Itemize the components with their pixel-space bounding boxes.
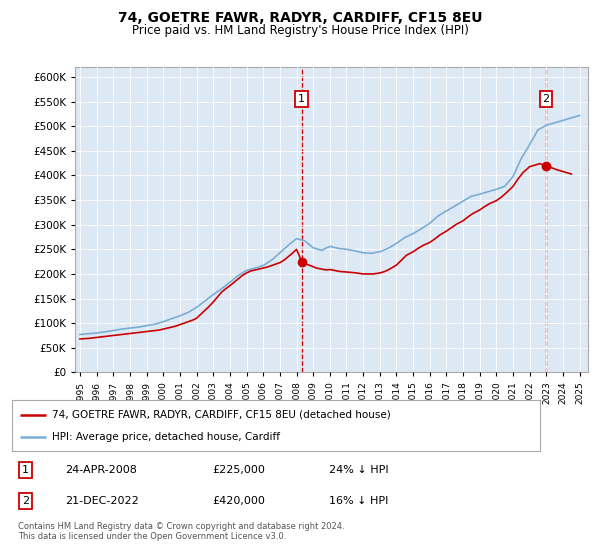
- Text: 74, GOETRE FAWR, RADYR, CARDIFF, CF15 8EU: 74, GOETRE FAWR, RADYR, CARDIFF, CF15 8E…: [118, 11, 482, 25]
- Text: Contains HM Land Registry data © Crown copyright and database right 2024.
This d: Contains HM Land Registry data © Crown c…: [18, 522, 344, 542]
- Text: Price paid vs. HM Land Registry's House Price Index (HPI): Price paid vs. HM Land Registry's House …: [131, 24, 469, 36]
- Text: 2: 2: [22, 496, 29, 506]
- Text: 2: 2: [542, 94, 550, 104]
- Text: £420,000: £420,000: [212, 496, 266, 506]
- Text: 1: 1: [22, 465, 29, 475]
- Text: 24% ↓ HPI: 24% ↓ HPI: [329, 465, 388, 475]
- Text: 74, GOETRE FAWR, RADYR, CARDIFF, CF15 8EU (detached house): 74, GOETRE FAWR, RADYR, CARDIFF, CF15 8E…: [52, 409, 391, 419]
- Text: 1: 1: [298, 94, 305, 104]
- Text: 21-DEC-2022: 21-DEC-2022: [65, 496, 139, 506]
- Text: 24-APR-2008: 24-APR-2008: [65, 465, 137, 475]
- Text: HPI: Average price, detached house, Cardiff: HPI: Average price, detached house, Card…: [52, 432, 280, 442]
- Text: £225,000: £225,000: [212, 465, 266, 475]
- Text: 16% ↓ HPI: 16% ↓ HPI: [329, 496, 388, 506]
